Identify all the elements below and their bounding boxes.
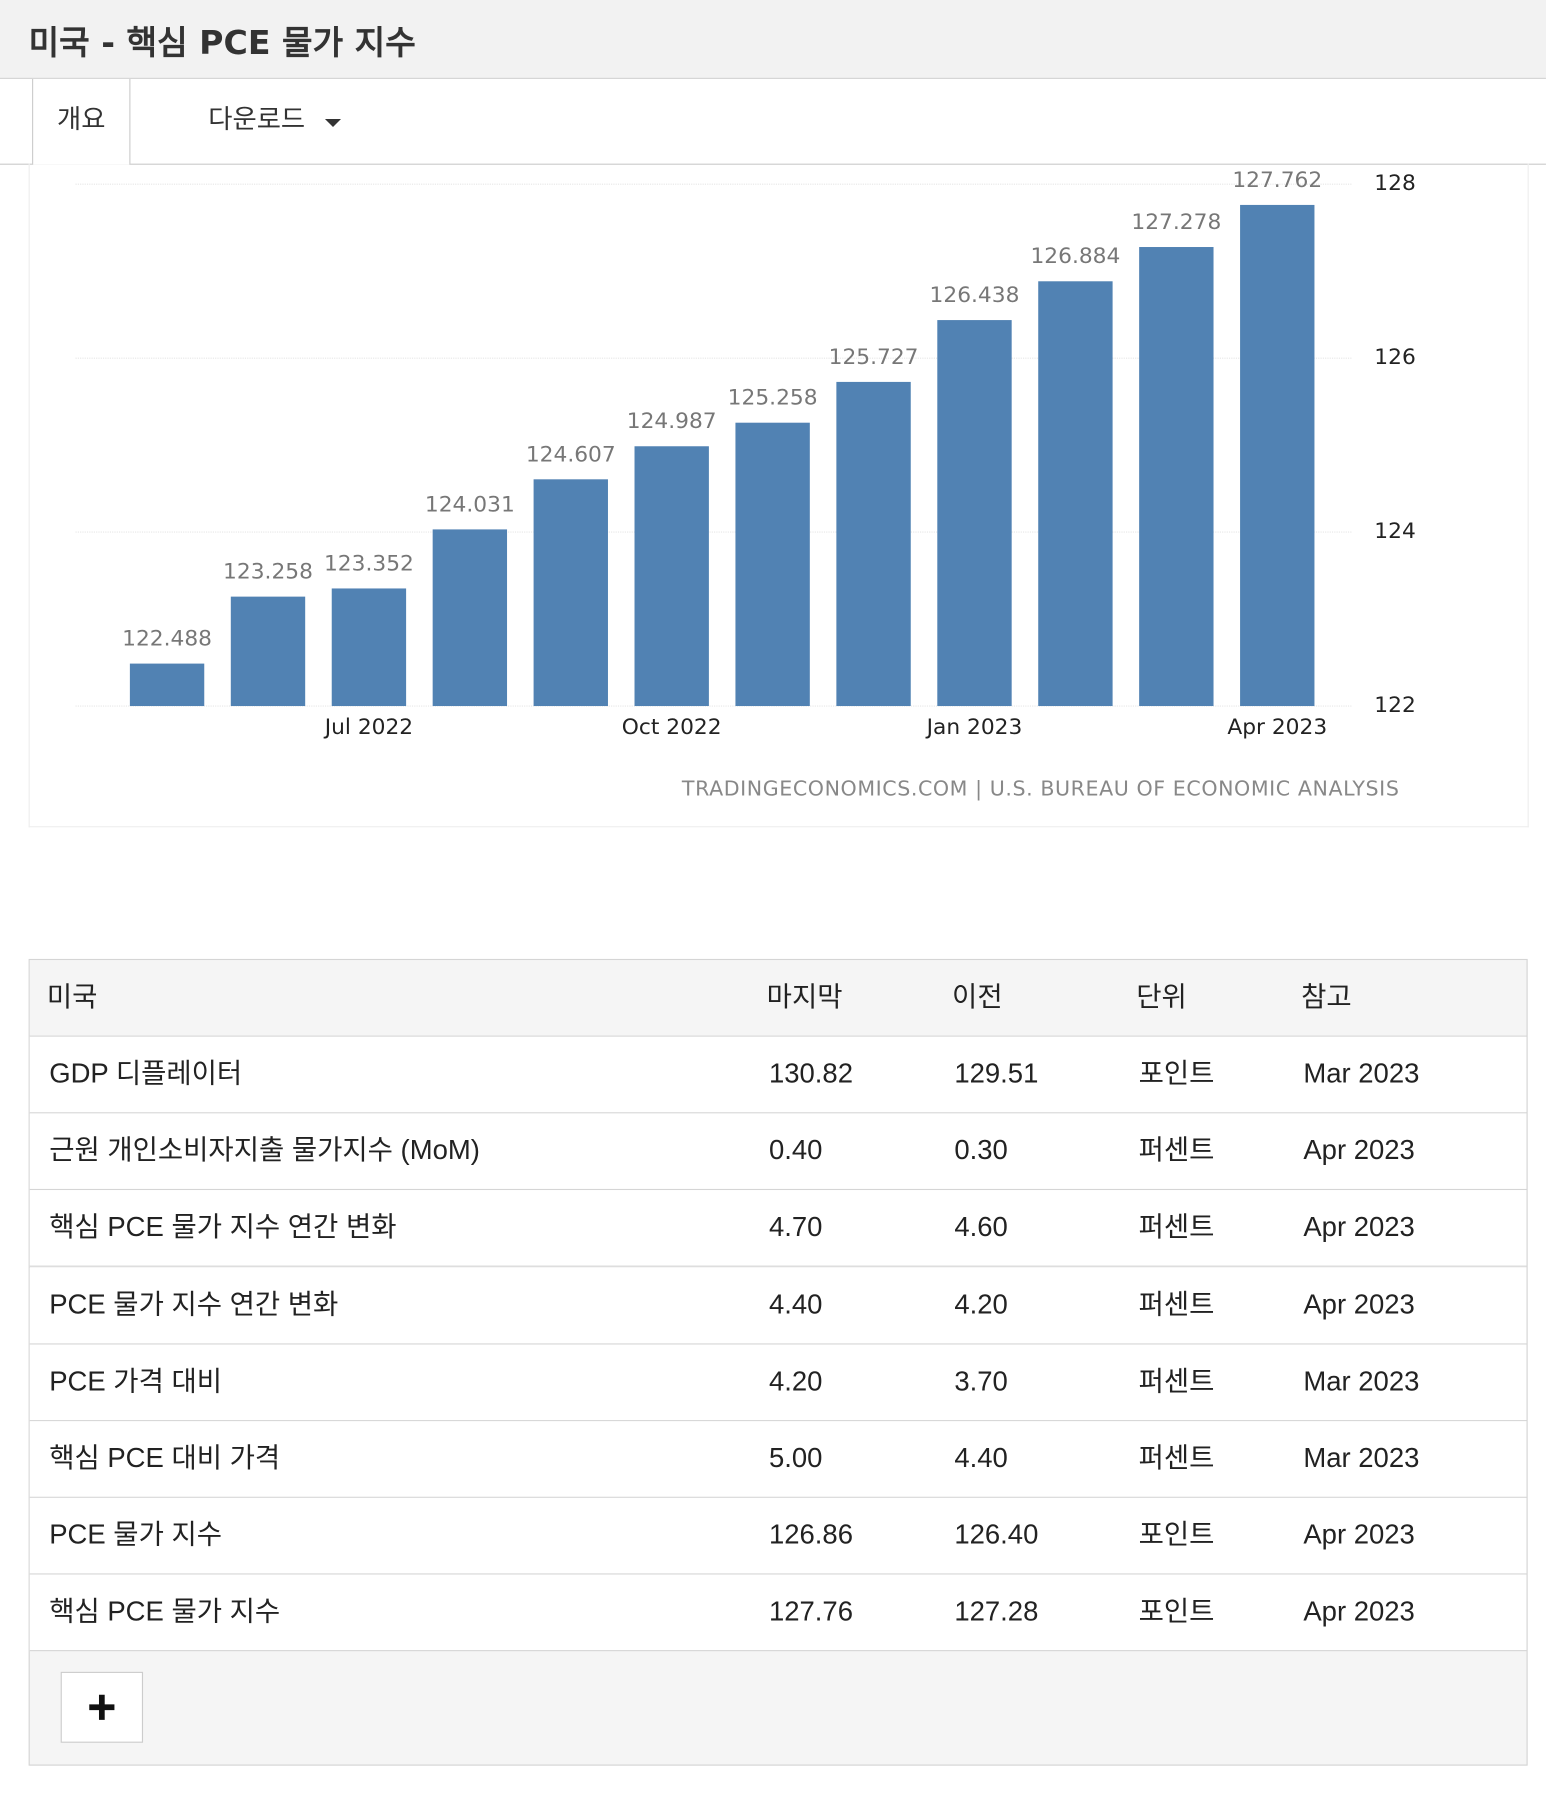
header-cell: 마지막	[766, 981, 843, 1013]
table-cell: 포인트	[1138, 1519, 1215, 1551]
table-cell: PCE 물가 지수 연간 변화	[49, 1289, 339, 1321]
bar	[230, 596, 306, 707]
table-cell: 포인트	[1138, 1596, 1215, 1628]
table-cell: Apr 2023	[1303, 1289, 1415, 1321]
value-label: 126.438	[930, 283, 1020, 308]
chart: TRADINGECONOMICS.COM | U.S. BUREAU OF EC…	[75, 168, 1416, 802]
table-row: 핵심 PCE 물가 지수 127.76 127.28 포인트 Apr 2023	[29, 1575, 1527, 1652]
data-table: 미국 마지막 이전 단위 참고 GDP 디플레이터 130.82 129.51 포인트 Mar 2…	[28, 958, 1528, 1766]
x-tick-label: Jan 2023	[925, 715, 1023, 740]
value-label: 123.352	[324, 551, 414, 576]
table-row: 핵심 PCE 대비 가격 5.00 4.40 퍼센트 Mar 2023	[29, 1421, 1527, 1498]
table-cell: Mar 2023	[1303, 1058, 1420, 1090]
table-cell: Apr 2023	[1303, 1519, 1415, 1551]
table-cell: GDP 디플레이터	[49, 1058, 243, 1090]
value-label: 126.884	[1030, 244, 1120, 269]
table-cell: 퍼센트	[1138, 1212, 1215, 1244]
table-cell: 126.40	[954, 1519, 1039, 1551]
table-cell: 130.82	[768, 1058, 853, 1090]
top-bar: 미국 - 핵심 PCE 물가 지수	[0, 0, 1546, 79]
value-label: 123.258	[223, 560, 313, 585]
y-tick-label: 128	[1374, 171, 1415, 196]
bar	[937, 320, 1012, 707]
bar	[634, 446, 709, 707]
table-cell: 4.60	[954, 1212, 1008, 1244]
bar	[533, 479, 608, 707]
header-cell: 참고	[1301, 981, 1352, 1013]
value-label: 125.258	[728, 386, 818, 411]
bar	[735, 422, 810, 707]
table-cell: Apr 2023	[1303, 1135, 1415, 1167]
x-tick-label: Oct 2022	[622, 715, 722, 740]
table-cell: 핵심 PCE 대비 가격	[49, 1442, 281, 1474]
table-cell: 4.70	[768, 1212, 823, 1244]
table-cell: 핵심 PCE 물가 지수 연간 변화	[49, 1212, 397, 1244]
header-cell: 미국	[46, 981, 98, 1013]
table-row: 근원 개인소비자지출 물가지수 (MoM) 0.40 0.30 퍼센트 Apr 2023	[29, 1113, 1527, 1191]
x-tick-label: Apr 2023	[1227, 715, 1327, 740]
table-cell: 129.51	[954, 1058, 1039, 1090]
table-cell: 퍼센트	[1138, 1289, 1215, 1321]
table-cell: 127.28	[954, 1596, 1039, 1628]
header-cell: 이전	[952, 981, 1003, 1013]
header-cell: 단위	[1136, 981, 1187, 1013]
table-cell: Mar 2023	[1303, 1442, 1420, 1474]
page-title: 미국 - 핵심 PCE 물가 지수	[28, 22, 416, 62]
value-label: 125.727	[829, 345, 919, 370]
table-cell: 포인트	[1138, 1058, 1215, 1090]
y-tick-label: 124	[1374, 519, 1415, 544]
table-row: PCE 물가 지수 126.86 126.40 포인트 Apr 2023	[29, 1498, 1527, 1575]
bar	[129, 663, 205, 707]
y-tick-label: 126	[1374, 345, 1415, 370]
table-cell: 4.40	[954, 1442, 1008, 1474]
table-cell: 4.20	[954, 1289, 1008, 1321]
value-label: 124.607	[526, 442, 616, 467]
table-cell: 3.70	[954, 1366, 1008, 1397]
table-cell: 5.00	[768, 1442, 823, 1474]
value-label: 127.278	[1131, 210, 1221, 235]
table-cell: 4.20	[768, 1366, 823, 1397]
tab-bar: 개요 다운로드	[0, 78, 1546, 165]
table-cell: 퍼센트	[1138, 1366, 1215, 1397]
table-cell: 0.30	[954, 1135, 1008, 1167]
bar	[1240, 204, 1315, 707]
table-cell: Apr 2023	[1303, 1596, 1415, 1628]
dropdown-caret	[324, 119, 342, 128]
value-label: 124.987	[627, 409, 717, 434]
table-cell: PCE 가격 대비	[49, 1366, 223, 1397]
bar	[432, 529, 508, 707]
bar	[1139, 247, 1214, 707]
value-label: 127.762	[1232, 168, 1322, 193]
table-cell: 126.86	[768, 1519, 853, 1551]
table-cell: 0.40	[768, 1135, 823, 1167]
table-header: 미국 마지막 이전 단위 참고	[29, 960, 1527, 1037]
table-cell: 퍼센트	[1138, 1135, 1215, 1167]
value-label: 122.488	[122, 627, 212, 652]
bar	[836, 381, 911, 707]
chart-box: TRADINGECONOMICS.COM | U.S. BUREAU OF EC…	[28, 163, 1529, 828]
chart-source: TRADINGECONOMICS.COM | U.S. BUREAU OF EC…	[681, 777, 1400, 802]
y-tick-label: 122	[1374, 693, 1415, 718]
bar	[1038, 281, 1113, 707]
value-label: 124.031	[425, 492, 515, 517]
table-cell: Mar 2023	[1303, 1366, 1420, 1397]
x-tick-label: Jul 2022	[323, 715, 413, 740]
table-cell: 근원 개인소비자지출 물가지수 (MoM)	[49, 1135, 480, 1167]
add-button[interactable]	[60, 1671, 144, 1743]
table-cell: Apr 2023	[1303, 1212, 1415, 1244]
table-cell: 핵심 PCE 물가 지수	[49, 1596, 281, 1628]
table-cell: 퍼센트	[1138, 1442, 1215, 1474]
table-row: GDP 디플레이터 130.82 129.51 포인트 Mar 2023	[29, 1036, 1527, 1114]
table-row: 핵심 PCE 물가 지수 연간 변화 4.70 4.60 퍼센트 Apr 2023	[29, 1190, 1527, 1268]
tab-overview[interactable]: 개요	[32, 78, 131, 165]
table-cell: 127.76	[768, 1596, 853, 1628]
bar	[331, 588, 407, 707]
table-row: PCE 가격 대비 4.20 3.70 퍼센트 Mar 2023	[29, 1344, 1527, 1421]
plus-icon	[89, 1694, 115, 1720]
table-cell: PCE 물가 지수	[49, 1519, 223, 1551]
table-row: PCE 물가 지수 연간 변화 4.40 4.20 퍼센트 Apr 2023	[29, 1267, 1527, 1345]
table-cell: 4.40	[768, 1289, 823, 1321]
tab-download[interactable]: 다운로드	[208, 105, 306, 136]
